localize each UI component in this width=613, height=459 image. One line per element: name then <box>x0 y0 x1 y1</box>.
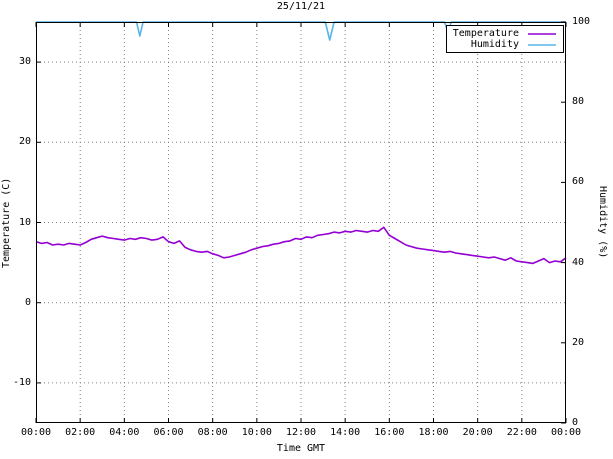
right-tick-label: 100 <box>572 16 591 27</box>
x-tick-label: 20:00 <box>462 427 493 438</box>
x-tick-label: 00:00 <box>550 427 582 438</box>
left-tick-label: 10 <box>18 216 31 228</box>
right-tick-label: 40 <box>572 256 585 268</box>
left-tick-label: 30 <box>18 56 31 68</box>
left-tick-label: 20 <box>18 136 31 148</box>
x-tick-label: 18:00 <box>418 427 449 438</box>
x-tick-label: 22:00 <box>506 427 537 438</box>
x-tick-label: 06:00 <box>153 427 184 438</box>
legend-label: Humidity <box>470 39 519 50</box>
x-tick-label: 14:00 <box>330 427 361 438</box>
right-tick-label: 80 <box>572 96 585 108</box>
chart-title: 25/11/21 <box>276 1 326 12</box>
legend-item-temperature: Temperature <box>453 28 557 39</box>
right-axis-title: Humidity (%) <box>597 186 608 259</box>
right-tick-label: 20 <box>572 336 585 348</box>
series-line-temperature <box>35 226 567 265</box>
x-tick-label: 00:00 <box>20 427 52 438</box>
right-tick-label: 60 <box>572 176 585 188</box>
x-tick-label: 16:00 <box>374 427 405 438</box>
legend-line-sample <box>528 43 556 46</box>
x-axis-title: Time GMT <box>276 443 326 454</box>
legend-label: Temperature <box>452 28 519 39</box>
legend-item-humidity: Humidity <box>453 39 557 50</box>
x-tick-label: 02:00 <box>65 427 96 438</box>
left-tick-label: 0 <box>24 296 31 308</box>
right-tick-label: 0 <box>572 417 579 428</box>
x-tick-label: 12:00 <box>285 427 317 438</box>
x-tick-label: 10:00 <box>241 427 272 438</box>
left-tick-label: -10 <box>12 376 31 388</box>
legend-line-sample <box>528 32 556 35</box>
x-tick-label: 04:00 <box>109 427 140 438</box>
x-tick-label: 08:00 <box>197 427 228 438</box>
legend: Temperature Humidity <box>445 25 564 53</box>
